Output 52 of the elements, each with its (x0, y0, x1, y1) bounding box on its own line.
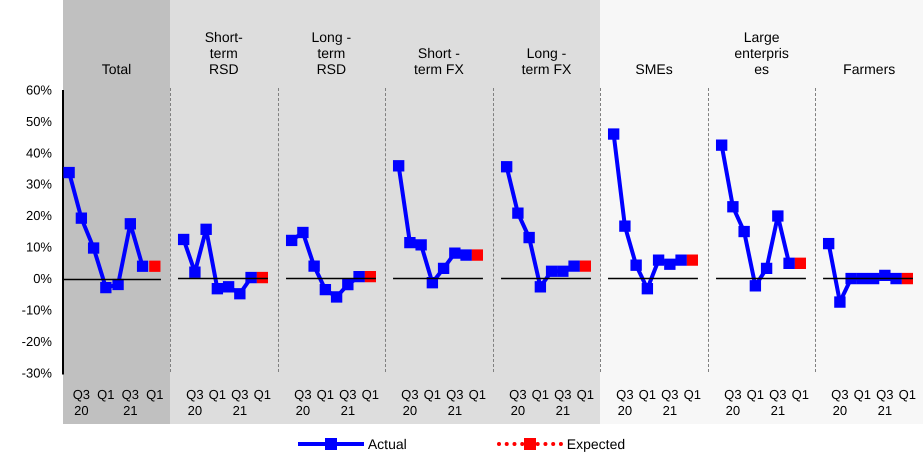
y-tick-label: 20% (26, 208, 52, 224)
x-tick-label: Q1 (468, 387, 486, 402)
x-tick-label: Q1 (854, 387, 872, 402)
chart-title: Total (100, 61, 132, 79)
x-tick-label: Q3 20 (294, 387, 312, 418)
x-tick-label: Q3 21 (554, 387, 572, 418)
x-tick-label: Q1 (361, 387, 379, 402)
y-tick-label: 30% (26, 176, 52, 192)
chart-title: Farmers (842, 61, 896, 79)
x-tick-label: Q3 21 (122, 387, 140, 418)
x-tick-label: Q3 21 (446, 387, 464, 418)
x-tick-label: Q3 21 (768, 387, 786, 418)
chart-title: Large enterprises (733, 29, 790, 79)
x-tick-label: Q1 (746, 387, 764, 402)
chart-title: Short -term FX (413, 45, 465, 79)
x-tick-label: Q1 (576, 387, 594, 402)
chart-title: Short-term RSD (204, 29, 244, 79)
x-tick-label: Q3 20 (508, 387, 526, 418)
x-tick-label: Q3 21 (661, 387, 679, 418)
y-tick-label: -10% (22, 302, 52, 318)
x-tick-label: Q1 (254, 387, 272, 402)
y-tick-label: -30% (22, 365, 52, 380)
x-tick-label: Q1 (424, 387, 442, 402)
x-tick-label: Q1 (316, 387, 334, 402)
x-tick-label: Q1 (899, 387, 916, 402)
legend-label: Expected (566, 436, 626, 452)
x-tick-label: Q1 (684, 387, 702, 402)
y-tick-label: 60% (26, 82, 52, 98)
y-tick-label: -20% (22, 334, 52, 349)
chart-title: Long -term FX (520, 45, 572, 79)
chart-title: SMEs (634, 61, 674, 79)
x-tick-label: Q1 (146, 387, 164, 402)
x-tick-label: Q1 (791, 387, 809, 402)
x-tick-label: Q3 20 (616, 387, 634, 418)
x-tick-label: Q3 20 (832, 387, 850, 418)
x-tick-label: Q1 (638, 387, 656, 402)
x-tick-label: Q3 20 (401, 387, 419, 418)
x-tick-label: Q3 20 (72, 387, 90, 418)
y-tick-label: 10% (26, 240, 52, 255)
x-tick-label: Q1 (531, 387, 549, 402)
x-tick-label: Q3 21 (231, 387, 249, 418)
y-tick-label: 40% (26, 145, 52, 160)
y-tick-label: 50% (26, 114, 52, 129)
x-tick-label: Q1 (97, 387, 115, 402)
x-tick-label: Q3 21 (338, 387, 356, 418)
legend-label: Actual (368, 436, 407, 452)
y-tick-label: 0% (33, 271, 52, 286)
x-tick-label: Q3 20 (724, 387, 742, 418)
chart-title: Long - term RSD (310, 29, 352, 79)
x-tick-label: Q3 21 (876, 387, 894, 418)
x-tick-label: Q3 20 (186, 387, 204, 418)
x-tick-label: Q1 (208, 387, 226, 402)
